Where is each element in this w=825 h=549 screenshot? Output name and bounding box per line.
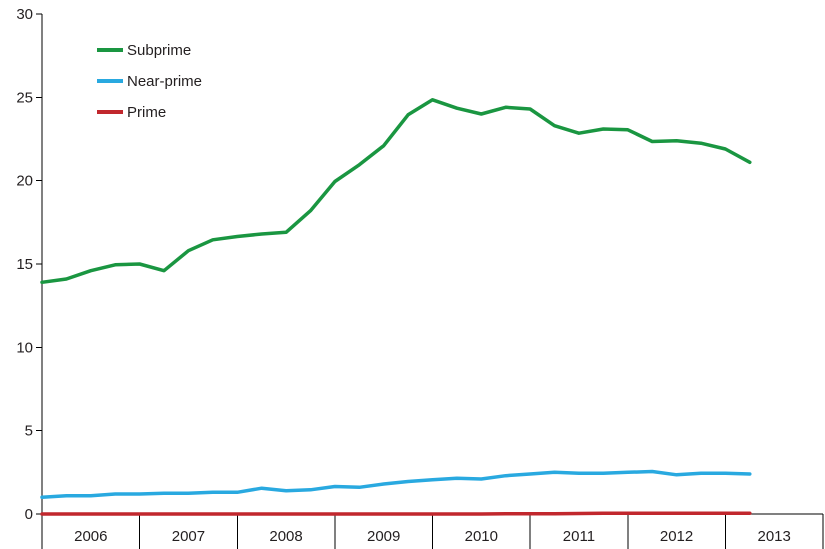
legend-label-prime: Prime (127, 104, 166, 121)
x-tick-label: 2008 (269, 528, 302, 545)
x-tick-label: 2011 (563, 528, 595, 545)
chart-legend: Subprime Near-prime Prime (97, 42, 202, 121)
series-line-prime (40, 511, 752, 516)
y-tick-label: 15 (16, 256, 33, 273)
y-tick-label: 25 (16, 89, 33, 106)
legend-label-near-prime: Near-prime (127, 73, 202, 90)
x-tick-label: 2007 (172, 528, 205, 545)
y-tick-label: 20 (16, 173, 33, 190)
legend-label-subprime: Subprime (127, 42, 191, 59)
y-tick-label: 5 (25, 423, 33, 440)
x-tick-label: 2013 (758, 528, 791, 545)
y-tick-label: 30 (16, 6, 33, 23)
x-tick-label: 2006 (74, 528, 107, 545)
x-tick-label: 2010 (465, 528, 498, 545)
x-tick-label: 2009 (367, 528, 400, 545)
series-line-near-prime (40, 469, 752, 500)
chart-series (40, 98, 752, 516)
y-tick-label: 0 (25, 506, 33, 523)
y-tick-label: 10 (16, 339, 33, 356)
series-line-subprime (40, 98, 752, 285)
x-tick-label: 2012 (660, 528, 693, 545)
